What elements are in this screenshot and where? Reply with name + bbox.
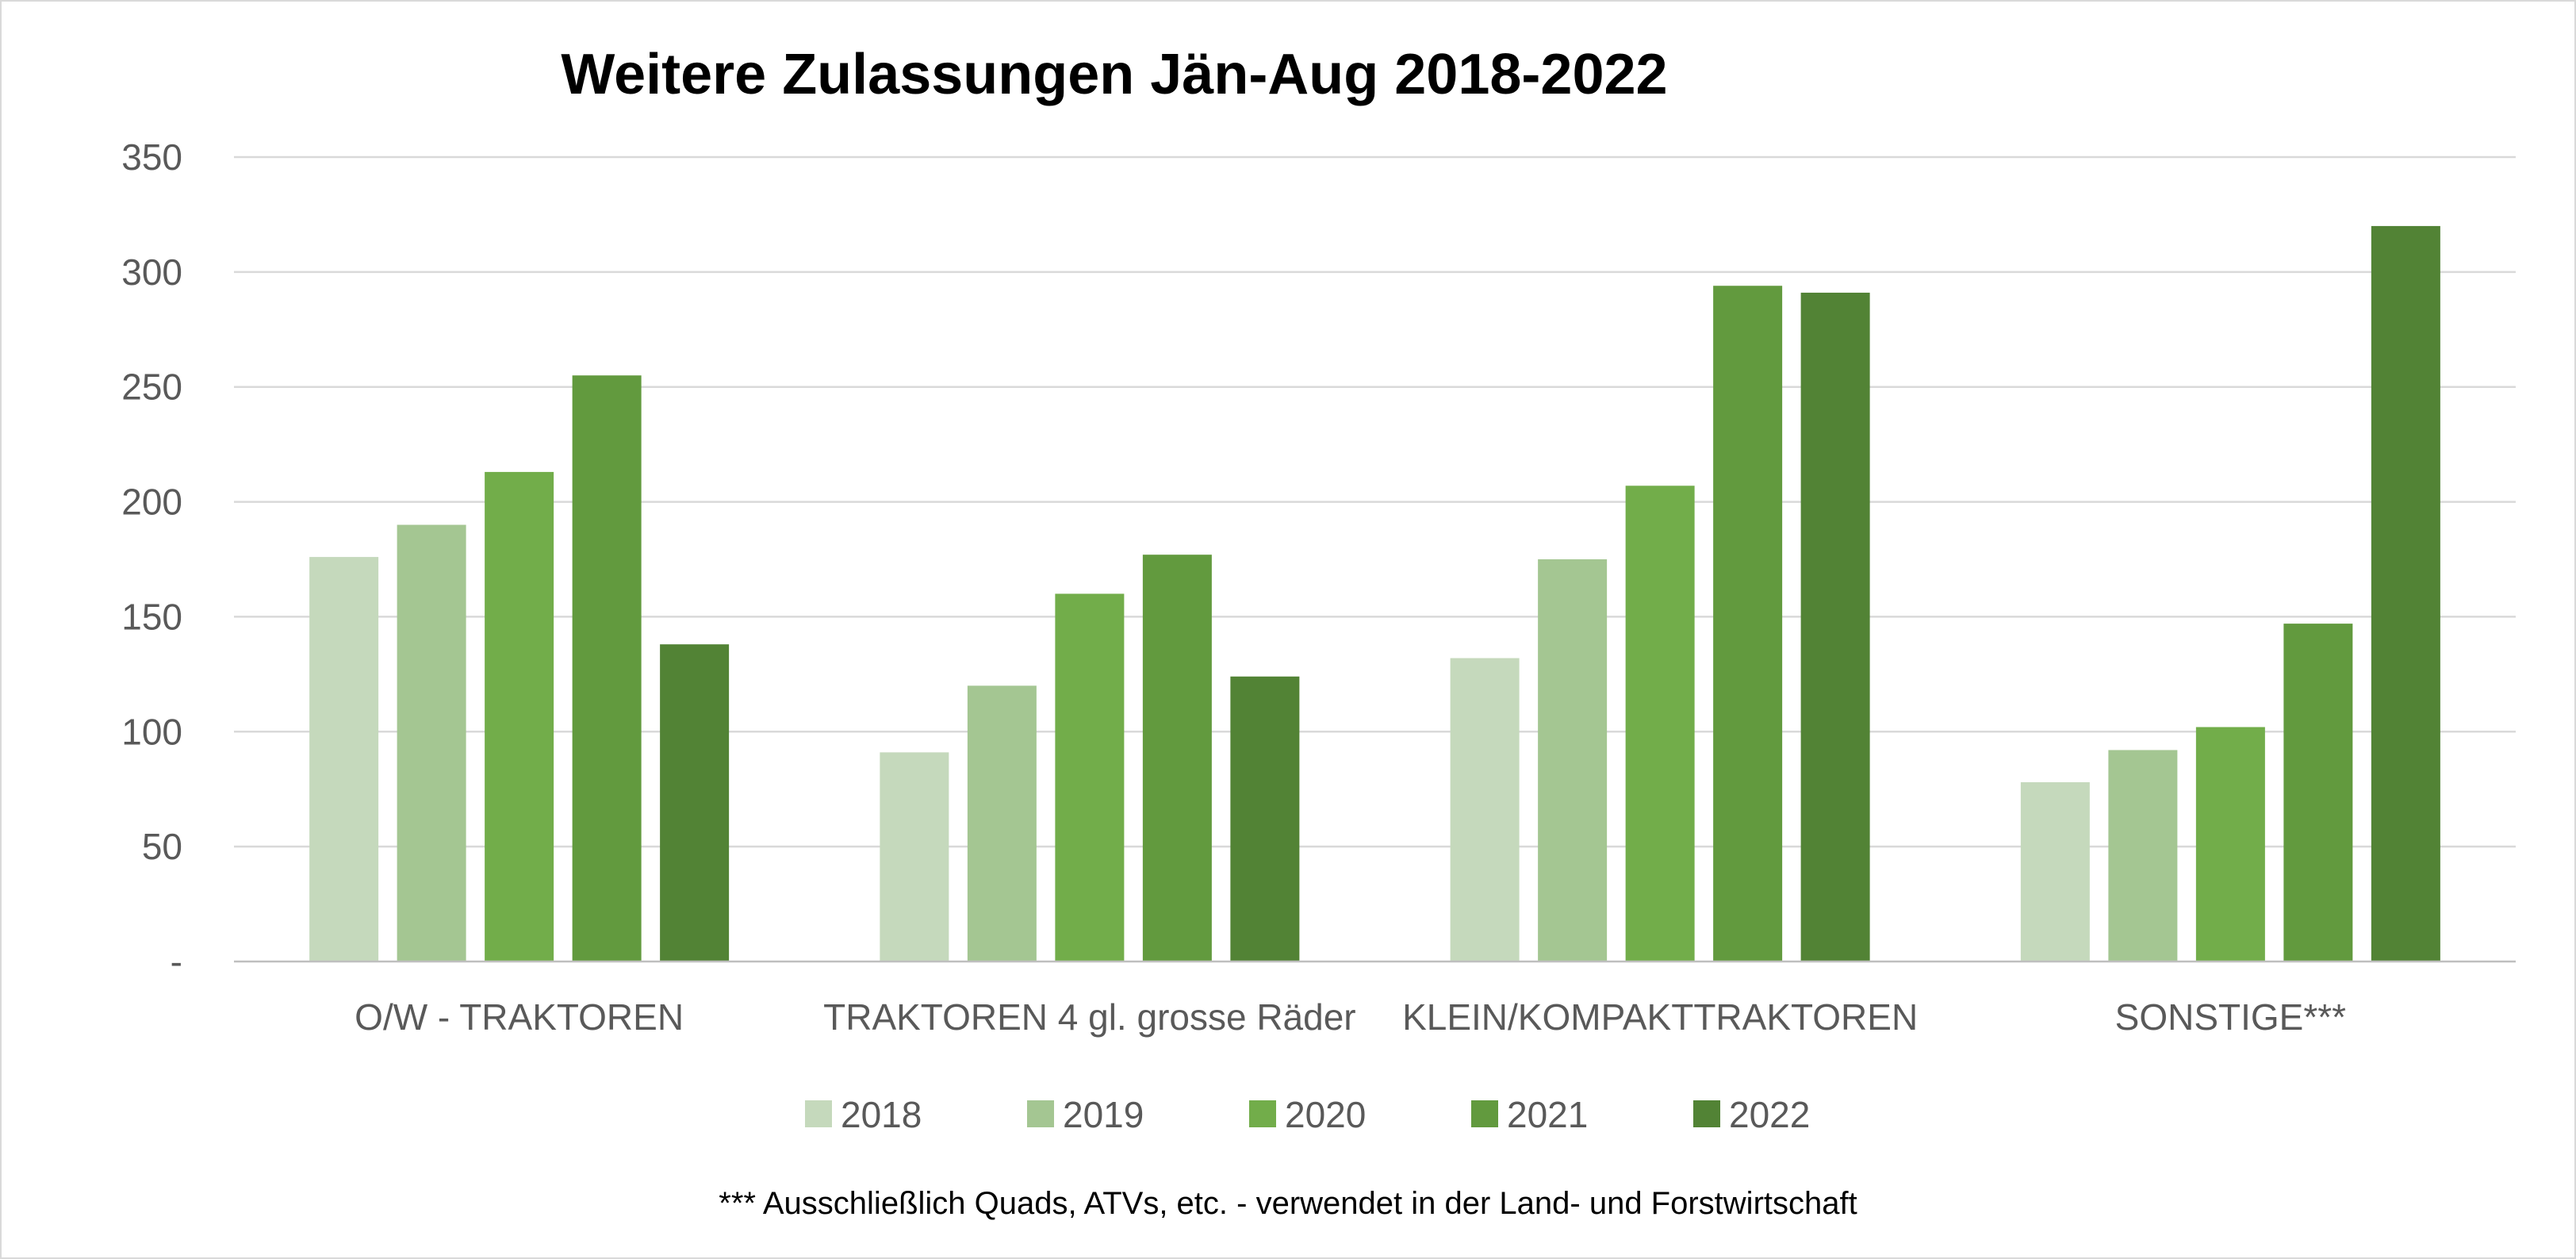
bar-2022-2 bbox=[1800, 292, 1870, 962]
legend-label: 2020 bbox=[1285, 1094, 1366, 1135]
y-tick-label: 300 bbox=[121, 251, 182, 293]
y-tick-label: 50 bbox=[142, 826, 182, 867]
bar-2019-1 bbox=[967, 685, 1037, 962]
footnote: *** Ausschließlich Quads, ATVs, etc. - v… bbox=[719, 1186, 1857, 1221]
legend-swatch-2019 bbox=[1027, 1100, 1054, 1127]
y-tick-label: 200 bbox=[121, 482, 182, 523]
bar-2020-2 bbox=[1625, 486, 1695, 962]
legend-swatch-2018 bbox=[805, 1100, 832, 1127]
bar-2019-3 bbox=[2108, 750, 2178, 962]
bar-2020-1 bbox=[1055, 593, 1125, 962]
legend-swatch-2020 bbox=[1249, 1100, 1276, 1127]
x-category-label: O/W - TRAKTOREN bbox=[355, 996, 684, 1038]
legend-label: 2021 bbox=[1507, 1094, 1588, 1135]
bar-2019-0 bbox=[397, 524, 466, 962]
bar-2020-0 bbox=[485, 471, 554, 962]
bar-2018-1 bbox=[880, 752, 949, 962]
chart-title: Weitere Zulassungen Jän-Aug 2018-2022 bbox=[561, 43, 1667, 106]
bar-2020-3 bbox=[2195, 727, 2265, 962]
legend-swatch-2022 bbox=[1693, 1100, 1720, 1127]
legend-label: 2022 bbox=[1729, 1094, 1810, 1135]
bar-2021-0 bbox=[572, 375, 642, 962]
bar-2021-3 bbox=[2283, 624, 2353, 962]
y-tick-label: 100 bbox=[121, 711, 182, 752]
legend-label: 2018 bbox=[841, 1094, 922, 1135]
bar-2018-3 bbox=[2020, 782, 2090, 962]
x-category-label: TRAKTOREN 4 gl. grosse Räder bbox=[823, 996, 1356, 1038]
bars bbox=[309, 225, 2440, 962]
legend-label: 2019 bbox=[1063, 1094, 1144, 1135]
bar-2018-2 bbox=[1450, 658, 1520, 962]
y-tick-label: 350 bbox=[121, 136, 182, 178]
bar-2021-2 bbox=[1713, 286, 1783, 962]
bar-2021-1 bbox=[1142, 555, 1212, 962]
x-axis-categories: O/W - TRAKTOREN TRAKTOREN 4 gl. grosse Rä… bbox=[355, 996, 2346, 1038]
x-category-label: KLEIN/KOMPAKTTRAKTOREN bbox=[1402, 996, 1918, 1038]
bar-2022-1 bbox=[1230, 676, 1300, 962]
y-tick-label: 150 bbox=[121, 596, 182, 637]
x-category-label: SONSTIGE*** bbox=[2115, 996, 2347, 1038]
bar-2019-2 bbox=[1538, 559, 1608, 962]
bar-2022-3 bbox=[2371, 225, 2440, 962]
y-axis-ticks: - 50 100 150 200 250 300 350 bbox=[121, 136, 182, 982]
y-tick-label: - bbox=[171, 941, 182, 982]
bar-2018-0 bbox=[309, 557, 379, 962]
legend-swatch-2021 bbox=[1471, 1100, 1498, 1127]
legend: 2018 2019 2020 2021 2022 bbox=[805, 1094, 1810, 1135]
bar-2022-0 bbox=[660, 644, 730, 962]
y-tick-label: 250 bbox=[121, 367, 182, 408]
